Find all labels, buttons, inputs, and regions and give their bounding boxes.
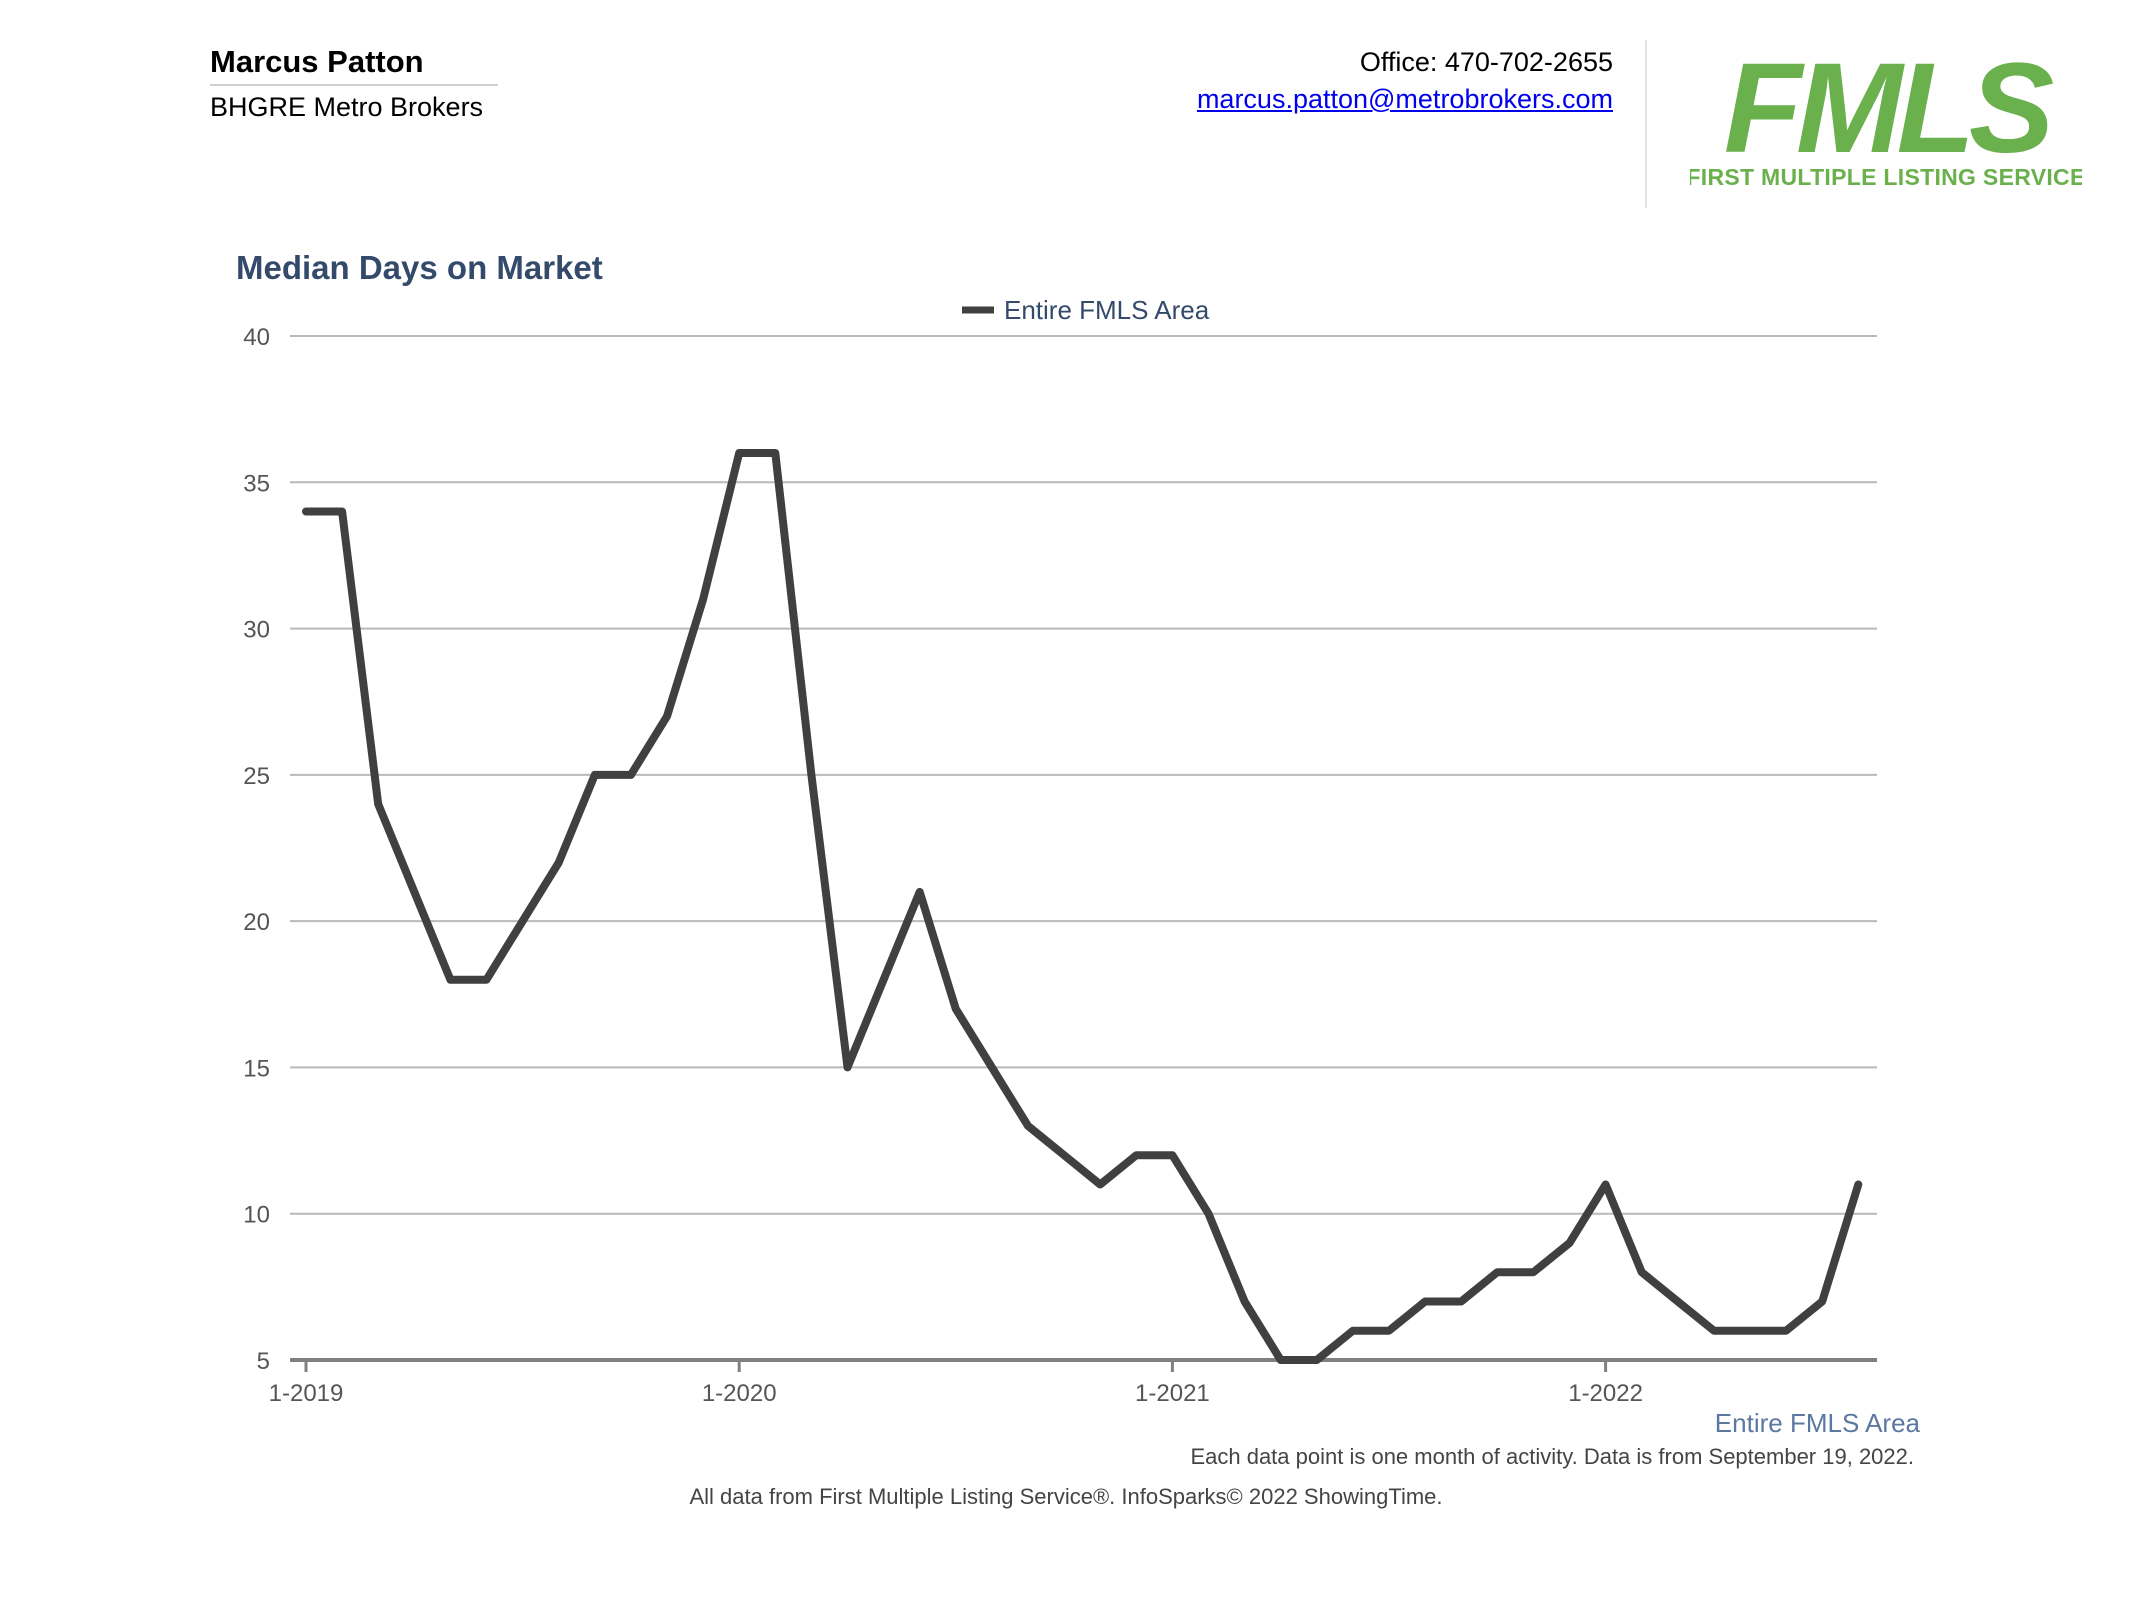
data-point [1638, 1268, 1646, 1276]
x-axis: 1-2019 1-2020 1-2021 1-2022 [269, 1358, 1877, 1407]
header-divider [1645, 40, 1647, 208]
data-point [1493, 1268, 1501, 1276]
data-point [519, 917, 527, 925]
chart-title: Median Days on Market [236, 249, 603, 286]
data-point [735, 449, 743, 457]
data-point [1168, 1151, 1176, 1159]
legend-label: Entire FMLS Area [1004, 295, 1210, 325]
y-tick-label: 35 [243, 470, 270, 497]
series-entire-fmls-area [302, 449, 1863, 1364]
data-point [1385, 1327, 1393, 1335]
data-point [1024, 1122, 1032, 1130]
data-point [1132, 1151, 1140, 1159]
data-point [1457, 1298, 1465, 1305]
data-point [916, 888, 924, 896]
x-tick-label: 1-2021 [1135, 1380, 1210, 1407]
y-tick-label: 10 [243, 1202, 270, 1229]
data-point [446, 976, 454, 984]
data-point [952, 1005, 960, 1013]
series-line [302, 449, 1863, 1364]
y-tick-label: 20 [243, 909, 270, 936]
data-point [1421, 1298, 1429, 1305]
data-point [1674, 1298, 1682, 1305]
agent-name: Marcus Patton [210, 44, 424, 79]
y-tick-label: 15 [243, 1055, 270, 1082]
data-point [1277, 1356, 1285, 1364]
grid-lines [290, 335, 1877, 1215]
y-tick-label: 5 [257, 1348, 270, 1375]
data-point [1241, 1298, 1249, 1305]
contact-block: Office: 470-702-2655 marcus.patton@metro… [1197, 44, 1613, 118]
data-point [1060, 1151, 1068, 1159]
data-point [1854, 1181, 1862, 1188]
data-point [807, 771, 815, 779]
x-axis-caption: Entire FMLS Area [1715, 1408, 1921, 1438]
data-point [1782, 1327, 1790, 1335]
data-point [1313, 1356, 1321, 1364]
data-point [844, 1063, 851, 1071]
y-tick-label: 25 [243, 763, 270, 790]
x-tick-label: 1-2022 [1568, 1380, 1643, 1407]
email-link[interactable]: marcus.patton@metrobrokers.com [1196, 84, 1613, 114]
fmls-logo: FMLS FIRST MULTIPLE LISTING SERVICE [1690, 52, 2082, 190]
x-tick-label: 1-2020 [702, 1380, 777, 1407]
data-point [880, 976, 888, 984]
data-point [1746, 1327, 1754, 1335]
agent-name-divider [210, 84, 498, 86]
data-point [1710, 1327, 1718, 1335]
logo-tagline: FIRST MULTIPLE LISTING SERVICE [1690, 164, 2082, 190]
office-phone: Office: 470-702-2655 [1359, 47, 1613, 77]
data-point [483, 976, 490, 984]
source-note: All data from First Multiple Listing Ser… [689, 1484, 1442, 1509]
data-point [1818, 1298, 1826, 1305]
data-point [591, 771, 599, 779]
data-point [302, 508, 310, 515]
data-point [1529, 1268, 1537, 1276]
data-point [699, 595, 707, 603]
data-point [1349, 1327, 1357, 1335]
y-axis: 5 10 15 20 25 30 35 40 [243, 324, 270, 1375]
data-point [771, 449, 779, 457]
data-point [374, 800, 382, 808]
y-tick-label: 30 [243, 617, 270, 644]
data-point [627, 771, 635, 779]
data-point [410, 888, 418, 896]
data-point [1566, 1239, 1573, 1247]
logo-wordmark: FMLS [1724, 52, 2054, 180]
data-point [1602, 1181, 1610, 1188]
data-point [338, 508, 346, 515]
y-tick-label: 40 [243, 324, 270, 351]
data-point [1205, 1210, 1212, 1218]
data-point [555, 859, 563, 867]
data-point [663, 712, 671, 720]
data-note: Each data point is one month of activity… [1190, 1444, 1914, 1469]
agent-company: BHGRE Metro Brokers [210, 92, 484, 122]
data-point [1096, 1181, 1104, 1188]
chart-legend: Entire FMLS Area [962, 295, 1210, 325]
data-point [988, 1063, 996, 1071]
x-tick-label: 1-2019 [269, 1380, 344, 1407]
